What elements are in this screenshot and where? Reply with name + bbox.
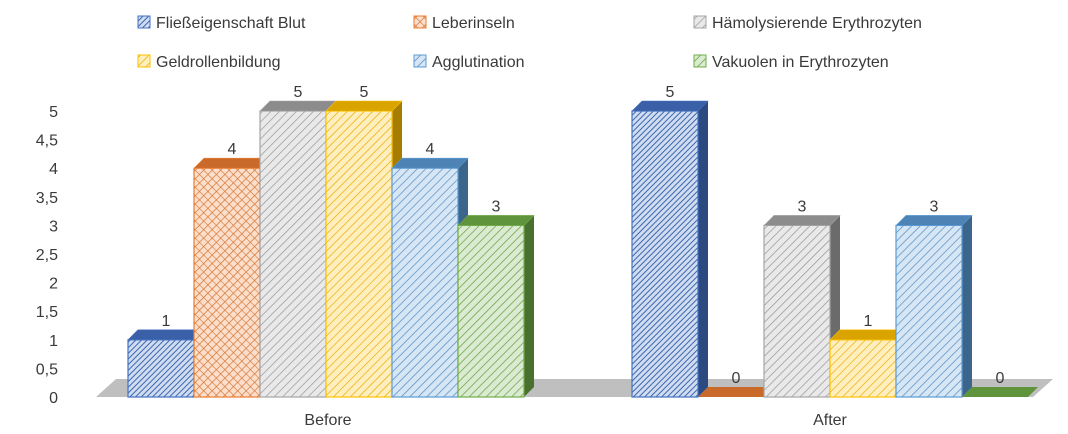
bar-after-agglutination [895,215,973,398]
y-tick-label: 2,5 [36,247,58,264]
y-tick-label: 0,5 [36,361,58,378]
category-label-before: Before [304,412,351,429]
legend-label: Vakuolen in Erythrozyten [712,54,889,71]
data-label-before-fliesseigenschaft-blut: 1 [162,313,171,330]
bar-before-agglutination [391,157,469,398]
bar-before-haemolysierende-erythrozyten [259,100,337,398]
data-label-after-leberinseln: 0 [732,370,741,387]
bar-after-geldrollenbildung [829,329,907,398]
legend-swatch [693,54,707,68]
data-label-before-geldrollenbildung: 5 [360,84,369,101]
y-tick-label: 3 [49,218,58,235]
legend-label: Hämolysierende Erythrozyten [712,15,922,32]
bar-before-geldrollenbildung [325,100,403,398]
legend-swatch [693,15,707,29]
legend-label: Fließeigenschaft Blut [156,15,306,32]
y-tick-label: 1,5 [36,304,58,321]
legend: Fließeigenschaft Blut Leberinseln Hämolysi… [137,15,922,71]
y-tick-label: 0 [49,390,58,407]
legend-label: Leberinseln [432,15,515,32]
legend-item-leberinseln: Leberinseln [413,15,515,32]
y-tick-label: 3,5 [36,190,58,207]
category-label-after: After [813,412,847,429]
legend-label: Geldrollenbildung [156,54,281,71]
y-tick-label: 4,5 [36,133,58,150]
data-label-after-fliesseigenschaft-blut: 5 [666,84,675,101]
data-label-after-haemolysierende-erythrozyten: 3 [798,198,807,215]
data-label-before-haemolysierende-erythrozyten: 5 [294,84,303,101]
data-label-after-geldrollenbildung: 1 [864,313,873,330]
bar-after-fliesseigenschaft-blut [631,100,709,398]
y-axis: 0 0,5 1 1,5 2 2,5 3 3,5 4 4,5 5 [36,104,58,407]
bar-before-vakuolen-in-erythrozyten [457,215,535,398]
legend-swatch [137,15,151,29]
y-tick-label: 2 [49,276,58,293]
data-label-after-agglutination: 3 [930,198,939,215]
bar-before-leberinseln [193,157,271,398]
bars [127,100,1038,398]
y-tick-label: 4 [49,161,58,178]
legend-label: Agglutination [432,54,525,71]
legend-item-vakuolen-in-erythrozyten: Vakuolen in Erythrozyten [693,54,889,71]
data-label-before-vakuolen-in-erythrozyten: 3 [492,198,501,215]
y-tick-label: 1 [49,333,58,350]
bar-before-fliesseigenschaft-blut [127,329,205,398]
legend-swatch [413,54,427,68]
data-label-before-agglutination: 4 [426,141,435,158]
data-label-before-leberinseln: 4 [228,141,237,158]
bar-after-haemolysierende-erythrozyten [763,215,841,398]
y-tick-label: 5 [49,104,58,121]
legend-item-fliesseigenschaft-blut: Fließeigenschaft Blut [137,15,306,32]
legend-item-agglutination: Agglutination [413,54,525,71]
legend-item-geldrollenbildung: Geldrollenbildung [137,54,281,71]
data-label-after-vakuolen-in-erythrozyten: 0 [996,370,1005,387]
legend-swatch [413,15,427,29]
bar-after-vakuolen-in-erythrozyten [962,387,1038,397]
legend-item-haemolysierende-erythrozyten: Hämolysierende Erythrozyten [693,15,922,32]
legend-swatch [137,54,151,68]
bar-after-leberinseln [698,387,774,397]
x-axis: Before After [304,412,847,429]
data-labels: 1 4 5 5 4 3 5 0 3 1 3 0 [162,84,1005,387]
